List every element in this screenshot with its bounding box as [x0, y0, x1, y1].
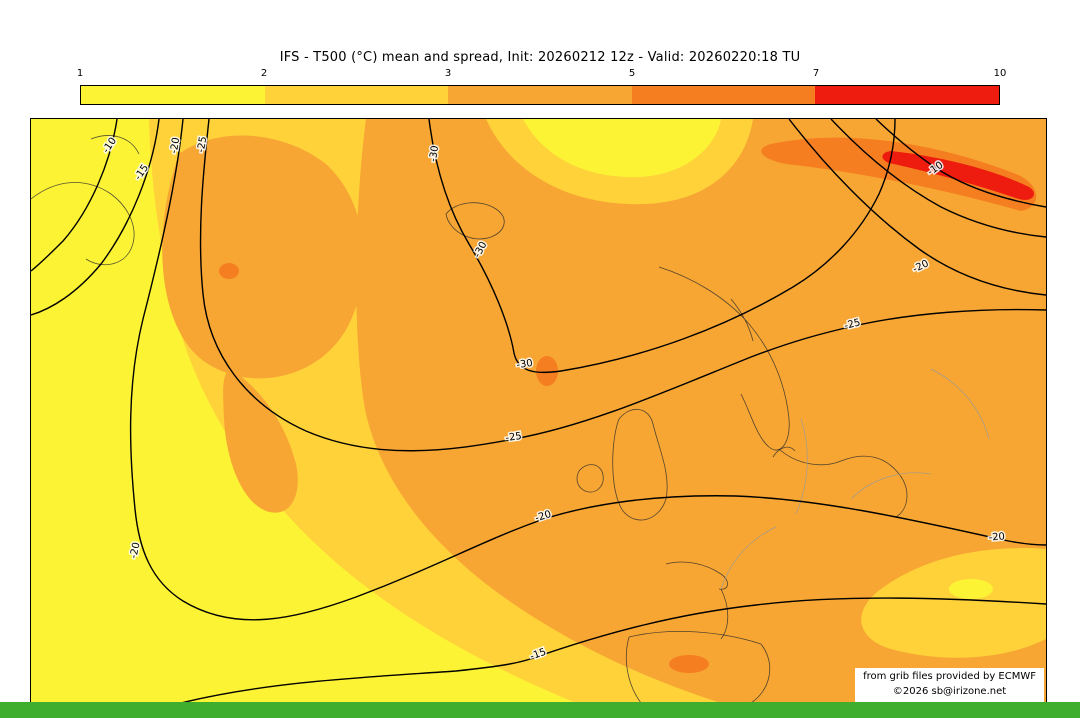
contour-line-minus10-ne	[875, 119, 1046, 208]
contour-label: -20	[169, 137, 183, 155]
contour-label: -25	[196, 136, 210, 154]
colorbar-tick: 5	[628, 68, 636, 79]
contour-line-minus20-ne	[788, 119, 1046, 296]
contour-label: -30	[516, 358, 534, 371]
spread-colorbar	[80, 85, 1000, 105]
country-border-2	[795, 418, 808, 515]
country-border-3	[850, 368, 990, 500]
coastline-iberia	[625, 631, 770, 703]
spread-fill-orange-nw-blob	[162, 135, 365, 379]
spread-fill-darkorange-ne-streak	[761, 137, 1037, 211]
colorbar-tick: 1	[76, 68, 84, 79]
spread-fill-darkorange-west-spot	[219, 263, 239, 279]
attribution-copyright: ©2026 sb@irizone.net	[892, 685, 1007, 697]
spread-fill-orange-main	[356, 119, 1046, 703]
spread-fill-yellow-se-spot	[949, 579, 993, 599]
colorbar-tick: 7	[812, 68, 820, 79]
spread-fill-yellow-top-dome	[523, 119, 721, 178]
spread-fill-gold-se-patch	[861, 548, 1046, 658]
colorbar-segment-1-2	[81, 86, 265, 104]
contour-label: -20	[128, 541, 142, 559]
contour-line-minus15-ne	[830, 119, 1046, 238]
coastline-iceland	[445, 202, 505, 240]
attribution-source: from grib files provided by ECMWF	[863, 671, 1036, 682]
colorbar-segment-5-7	[631, 86, 816, 104]
contour-line-minus15-south	[180, 597, 1046, 703]
contour-label: -30	[428, 145, 441, 163]
footer-strip	[0, 702, 1080, 718]
colorbar-segment-3-5	[448, 86, 632, 104]
page-title: IFS - T500 (°C) mean and spread, Init: 2…	[279, 50, 801, 65]
spread-fill-orange-west-band	[223, 369, 298, 513]
contour-line-minus15-nw	[31, 119, 160, 316]
map-graphic: -10 -15 -20 -20 -20 -20 -25 -25 -25 -30 …	[31, 119, 1046, 703]
colorbar-tick: 3	[444, 68, 452, 79]
country-border-1	[720, 526, 777, 590]
contour-label: -20	[988, 531, 1005, 543]
contour-line-minus20-main	[129, 119, 1046, 621]
weather-map: -10 -15 -20 -20 -20 -20 -25 -25 -25 -30 …	[30, 118, 1047, 704]
coastline-baltic	[772, 446, 908, 518]
coastline-norway	[658, 266, 790, 451]
spread-fill-red-ne-core	[882, 151, 1034, 200]
colorbar-segment-2-3	[264, 86, 449, 104]
spread-fill-darkorange-center-spot	[536, 356, 558, 386]
contour-line-minus30	[428, 119, 896, 374]
coastline-britain	[576, 409, 668, 521]
contour-line-minus25-hook	[199, 119, 1046, 452]
coastline-greenland	[31, 135, 140, 266]
colorbar-tick: 10	[993, 68, 1007, 79]
coastline-france	[665, 561, 729, 640]
contour-line-minus10-nw	[31, 119, 118, 272]
attribution-box: from grib files provided by ECMWF ©2026 …	[855, 668, 1044, 702]
contour-label: -25	[505, 431, 523, 444]
spread-fill-darkorange-south-spot	[669, 655, 709, 673]
colorbar-segment-7-10	[815, 86, 999, 104]
colorbar-tick: 2	[260, 68, 268, 79]
colorbar-ticks: 1 2 3 5 7 10	[76, 68, 1007, 82]
